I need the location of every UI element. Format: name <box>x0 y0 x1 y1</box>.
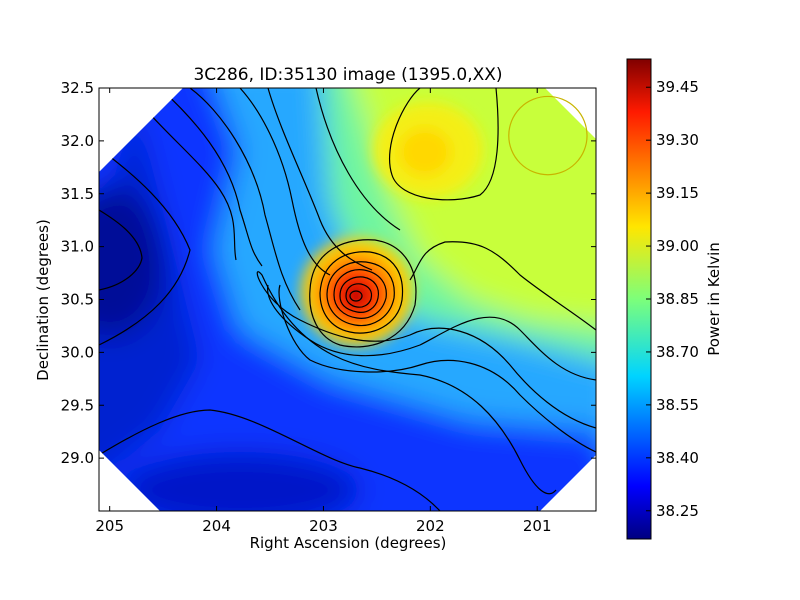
x-tick-label: 204 <box>202 517 231 535</box>
contour-lines <box>99 88 596 511</box>
colorbar-tick-label: 39.45 <box>656 78 699 96</box>
colorbar-tick-label: 39.15 <box>656 184 699 202</box>
x-ticks: 205 204 203 202 201 <box>95 88 552 535</box>
colorbar-tick-label: 38.25 <box>656 502 699 520</box>
heatmap-image <box>99 88 596 511</box>
colorbar-tick-label: 38.40 <box>656 449 699 467</box>
colorbar-tick-label: 38.55 <box>656 396 699 414</box>
y-tick-label: 31.5 <box>61 185 94 203</box>
beam-circle <box>508 95 588 176</box>
y-tick-label: 32.5 <box>61 79 94 97</box>
x-tick-label: 205 <box>95 517 124 535</box>
y-tick-label: 29.0 <box>61 449 94 467</box>
chart-title: 3C286, ID:35130 image (1395.0,XX) <box>193 65 502 85</box>
colorbar-label: Power in Kelvin <box>705 242 723 356</box>
y-tick-label: 29.5 <box>61 396 94 414</box>
colorbar-ticks: 38.25 38.40 38.55 38.70 38.85 39.00 39.15 39.30… <box>646 78 699 520</box>
x-tick-label: 201 <box>523 517 552 535</box>
colorbar-tick-label: 39.30 <box>656 131 699 149</box>
x-tick-label: 203 <box>309 517 338 535</box>
y-axis-label: Declination (degrees) <box>34 219 52 381</box>
colorbar-tick-label: 38.70 <box>656 343 699 361</box>
y-tick-label: 31.0 <box>61 238 94 256</box>
colorbar-tick-label: 38.85 <box>656 290 699 308</box>
x-axis-label: Right Ascension (degrees) <box>250 534 447 552</box>
y-tick-label: 30.5 <box>61 291 94 309</box>
colorbar-tick-label: 39.00 <box>656 237 699 255</box>
y-tick-label: 30.0 <box>61 343 94 361</box>
x-tick-label: 202 <box>416 517 445 535</box>
y-ticks: 29.0 29.5 30.0 30.5 31.0 31.5 32.0 32.5 <box>61 79 596 467</box>
y-tick-label: 32.0 <box>61 132 94 150</box>
